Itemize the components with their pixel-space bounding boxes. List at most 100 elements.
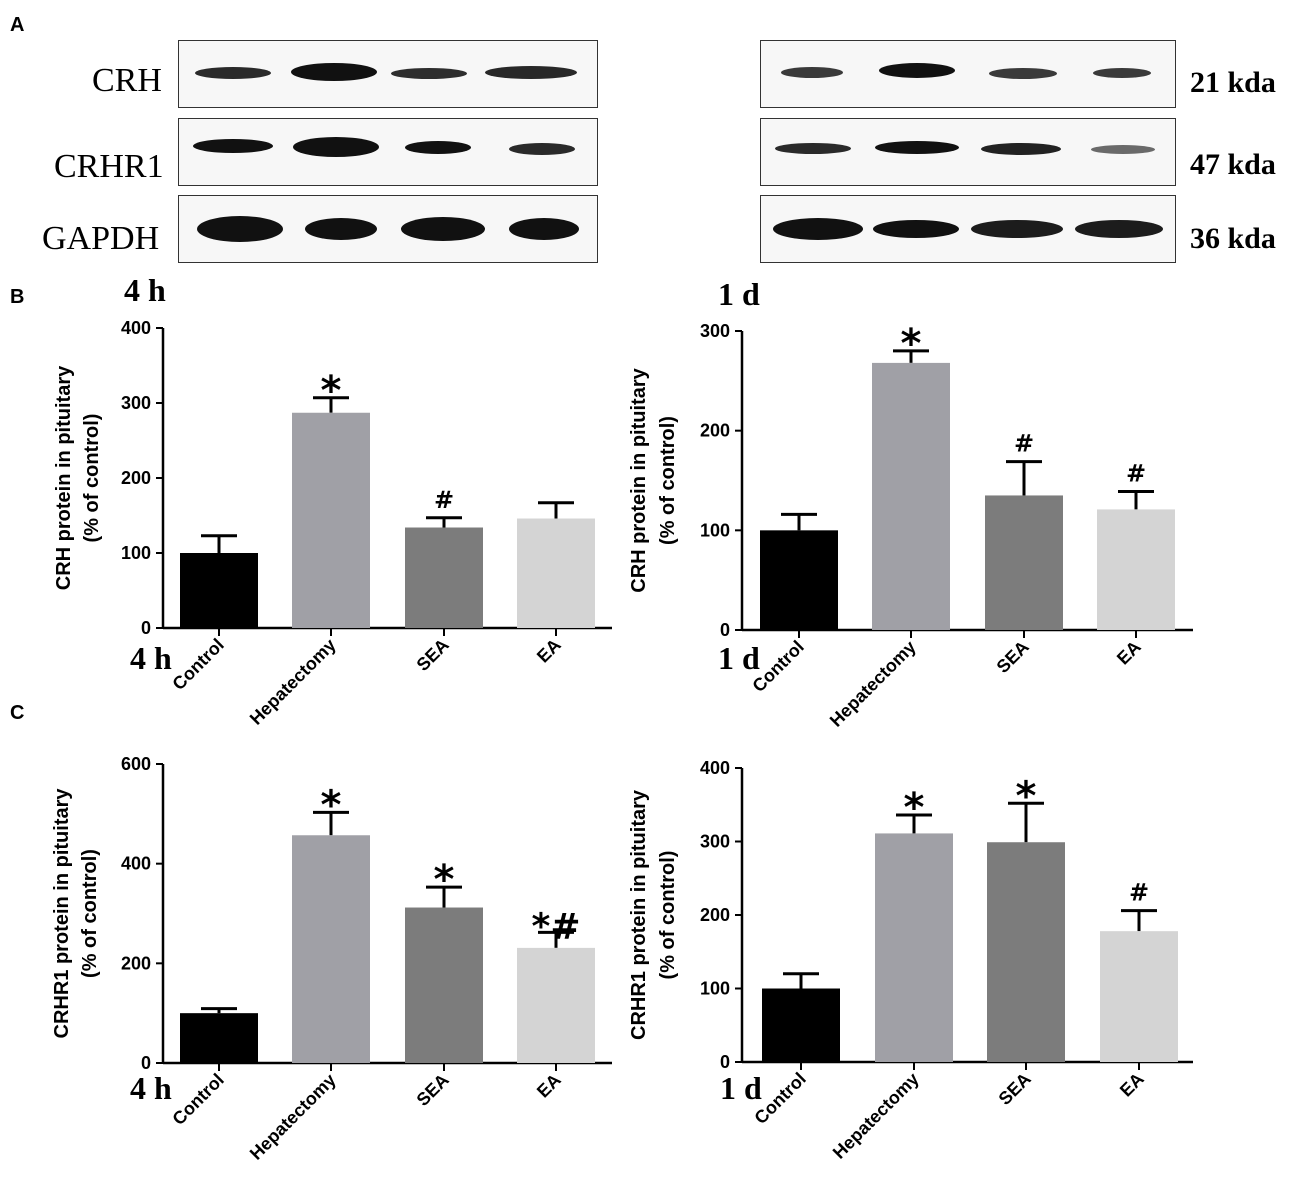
band [401, 217, 485, 241]
chart-2-bar-control [760, 530, 838, 630]
chart-3-x-tick-label: Control [168, 1070, 227, 1129]
chart-2-y-tick-label: 300 [700, 321, 730, 341]
band [197, 216, 283, 242]
band [293, 137, 379, 157]
chart-2-bar-sea [985, 495, 1063, 630]
chart-2-significance-hash: # [1126, 459, 1146, 487]
band [195, 67, 271, 79]
blot-label-crh: CRH [92, 62, 162, 99]
band [193, 139, 273, 153]
chart-4-y-tick-label: 300 [700, 832, 730, 852]
time-label-b-1d-top: 1 d [718, 276, 760, 312]
chart-4-significance-hash: # [1129, 879, 1149, 907]
chart-4-x-tick-label: EA [1116, 1069, 1148, 1101]
blot-crh-1d [760, 40, 1176, 108]
band [1091, 145, 1155, 154]
chart-4-bar-ea [1100, 931, 1178, 1062]
chart-4-x-tick-label: Hepatectomy [829, 1069, 923, 1163]
band [509, 143, 575, 155]
chart-1-y-tick-label: 100 [121, 543, 151, 563]
chart-1-x-tick-label: Control [168, 635, 227, 694]
chart-1-significance-star: * [321, 368, 342, 414]
panel-letter-a: A [10, 14, 25, 36]
chart-4-y-tick-label: 400 [700, 758, 730, 778]
band [773, 218, 863, 240]
chart-3-bar-ea [517, 947, 595, 1063]
kda-label-36: 36 kda [1190, 222, 1276, 255]
chart-3-bar-control [180, 1013, 258, 1063]
chart-4-significance-star: * [904, 785, 925, 831]
chart-3-y-tick-label: 0 [141, 1053, 151, 1073]
chart-3-y-axis-label-units: (% of control) [79, 849, 101, 978]
chart-4-y-tick-label: 100 [700, 979, 730, 999]
chart-2-x-tick-label: EA [1113, 637, 1145, 669]
chart-2-x-tick-label: SEA [993, 637, 1033, 677]
band [879, 63, 955, 78]
blot-label-crhr1: CRHR1 [54, 148, 164, 185]
band [509, 218, 579, 240]
chart-4-bar-hepatectomy [875, 833, 953, 1062]
chart-3-x-tick-label: EA [533, 1070, 565, 1102]
chart-4-bar-sea [987, 842, 1065, 1062]
chart-3-y-tick-label: 600 [121, 754, 151, 774]
blot-crhr1-1d [760, 118, 1176, 186]
band [1093, 68, 1151, 78]
chart-1-y-tick-label: 0 [141, 618, 151, 638]
chart-4-y-axis-label-units: (% of control) [657, 851, 679, 980]
chart-1-y-tick-label: 300 [121, 393, 151, 413]
chart-2-bar-hepatectomy [872, 362, 950, 630]
band [971, 220, 1063, 238]
chart-3-significance-star-hash: *# [532, 906, 581, 947]
chart-2-y-tick-label: 100 [700, 520, 730, 540]
blot-crh-4h [178, 40, 598, 108]
chart-3-y-tick-label: 400 [121, 854, 151, 874]
band [775, 143, 851, 154]
band [485, 66, 577, 79]
chart-1-y-axis-label: CRH protein in pituitary [53, 365, 75, 590]
chart-2-y-axis-label-units: (% of control) [657, 416, 679, 545]
chart-3-bar-hepatectomy [292, 835, 370, 1063]
chart-2-x-tick-label: Hepatectomy [826, 637, 920, 731]
chart-4-significance-star: * [1016, 773, 1037, 819]
chart-3-significance-star: * [321, 782, 342, 828]
blot-label-gapdh: GAPDH [42, 220, 160, 257]
chart-1-x-tick-label: SEA [413, 635, 453, 675]
time-label-b-4h-bottom: 4 h [130, 640, 172, 676]
band [405, 141, 471, 154]
band [875, 141, 959, 154]
chart-3-bar-sea [405, 907, 483, 1063]
kda-label-47: 47 kda [1190, 148, 1276, 181]
chart-1-x-tick-label: Hepatectomy [246, 635, 340, 729]
chart-3-x-tick-label: SEA [413, 1070, 453, 1110]
chart-1-y-axis-label-units: (% of control) [81, 414, 103, 543]
chart-1-bar-hepatectomy [292, 412, 370, 628]
chart-2-bar-ea [1097, 509, 1175, 630]
chart-2-y-tick-label: 0 [720, 620, 730, 640]
chart-4-y-axis-label: CRHR1 protein in pituitary [628, 789, 650, 1040]
time-label-b-1d-bottom: 1 d [718, 640, 760, 676]
chart-1-bar-ea [517, 518, 595, 628]
band [305, 218, 377, 240]
chart-1-significance-hash: # [434, 486, 454, 514]
chart-4-y-tick-label: 0 [720, 1052, 730, 1072]
chart-4-bar-control [762, 988, 840, 1062]
time-label-b-4h-top: 4 h [124, 272, 166, 308]
chart-3-y-tick-label: 200 [121, 953, 151, 973]
chart-4-x-tick-label: SEA [995, 1069, 1035, 1109]
chart-3-y-axis-label: CRHR1 protein in pituitary [51, 788, 73, 1039]
band [873, 220, 959, 238]
time-label-c-4h: 4 h [130, 1070, 172, 1106]
chart-1-bar-control [180, 553, 258, 628]
band [291, 63, 377, 81]
chart-1-y-tick-label: 400 [121, 318, 151, 338]
chart-1-y-tick-label: 200 [121, 468, 151, 488]
chart-1-bar-sea [405, 527, 483, 628]
blot-gapdh-1d [760, 195, 1176, 263]
chart-4-x-tick-label: Control [750, 1069, 809, 1128]
panel-letter-c: C [10, 702, 25, 724]
time-label-c-1d: 1 d [720, 1070, 762, 1106]
chart-4-y-tick-label: 200 [700, 905, 730, 925]
band [781, 67, 843, 78]
band [1075, 220, 1163, 238]
